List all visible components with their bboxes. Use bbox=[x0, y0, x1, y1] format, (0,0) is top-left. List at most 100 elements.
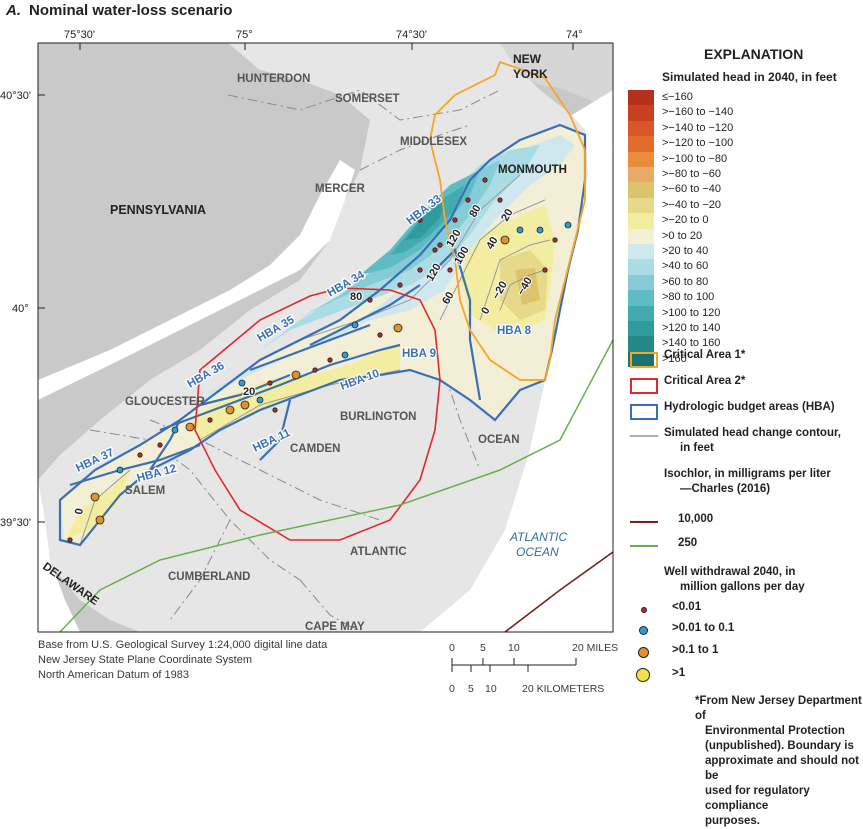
scale-bar bbox=[451, 658, 577, 672]
well-class-3-label: >0.1 to 1 bbox=[672, 644, 719, 656]
head-class-swatch bbox=[628, 105, 654, 121]
head-class-swatch bbox=[628, 90, 654, 106]
head-class-label: ≤−160 bbox=[662, 91, 693, 103]
lat-label: 40° bbox=[12, 303, 29, 315]
well-class-1-label: <0.01 bbox=[672, 601, 702, 613]
delaware-bay bbox=[38, 480, 80, 632]
head-class-swatch bbox=[628, 259, 654, 275]
scale-mile-label: 0 bbox=[449, 642, 455, 654]
figure-title-text: Nominal water-loss scenario bbox=[29, 2, 233, 19]
head-class-swatch bbox=[628, 213, 654, 229]
label-atlantic: ATLANTIC bbox=[350, 546, 407, 558]
footnote: *From New Jersey Department of Environme… bbox=[695, 694, 863, 829]
head-class-swatch bbox=[628, 120, 654, 137]
lon-label: 74° bbox=[566, 29, 583, 41]
head-class-swatch bbox=[628, 244, 654, 260]
graticule-ticks bbox=[38, 43, 574, 523]
well-class-2-symbol bbox=[639, 626, 648, 635]
head-class-swatch bbox=[628, 182, 654, 198]
well-title-1: Well withdrawal 2040, in bbox=[664, 566, 796, 578]
scale-km-label: 0 bbox=[449, 683, 455, 695]
well-class-4-label: >1 bbox=[672, 667, 686, 679]
isochlor-10000-swatch bbox=[630, 521, 658, 523]
critical-area-1-label: Critical Area 1* bbox=[664, 349, 746, 361]
delaware-river bbox=[38, 160, 355, 400]
label-hunterdon: HUNTERDON bbox=[237, 73, 310, 85]
source-line: North American Datum of 1983 bbox=[38, 669, 190, 681]
label-new: NEW bbox=[513, 52, 542, 66]
label-cumberland: CUMBERLAND bbox=[168, 571, 250, 583]
head-class-label: >−40 to −20 bbox=[662, 198, 722, 211]
head-class-label: >20 to 40 bbox=[662, 245, 709, 257]
footnote-line: purposes. bbox=[705, 815, 760, 827]
hba-swatch bbox=[630, 404, 658, 420]
contour-label-1: Simulated head change contour, bbox=[664, 427, 842, 439]
lat-label: 39°30' bbox=[0, 517, 31, 529]
label-atlantic-ocean-2: OCEAN bbox=[516, 545, 559, 559]
scale-km-label: 20 KILOMETERS bbox=[522, 683, 604, 695]
figure-letter: A. bbox=[6, 2, 21, 19]
well-title-2: million gallons per day bbox=[680, 581, 805, 593]
ocean bbox=[420, 140, 613, 632]
head-class-label: >60 to 80 bbox=[662, 275, 709, 288]
head-class-label: >100 to 120 bbox=[662, 306, 721, 319]
head-surface bbox=[60, 125, 585, 545]
legend-head-title: Simulated head in 2040, in feet bbox=[662, 70, 837, 84]
isochlor-250-line bbox=[59, 339, 613, 632]
new-york-land bbox=[500, 43, 613, 110]
contour-label-2: in feet bbox=[680, 442, 714, 454]
head-class-label: >−140 to −120 bbox=[662, 121, 734, 134]
scale-mile-label: 20 MILES bbox=[572, 642, 618, 654]
county-labels: HUNTERDON SOMERSET MIDDLESEX MERCER MONM… bbox=[125, 73, 567, 632]
well-class-1-symbol bbox=[641, 607, 647, 613]
head-class-swatch bbox=[628, 336, 654, 352]
wells bbox=[67, 177, 572, 543]
label-camden: CAMDEN bbox=[290, 443, 340, 455]
head-class-label: >−100 to −80 bbox=[662, 152, 728, 165]
footnote-line: approximate and should not be bbox=[705, 755, 859, 782]
label-gloucester: GLOUCESTER bbox=[125, 396, 206, 408]
source-line: Base from U.S. Geological Survey 1:24,00… bbox=[38, 639, 328, 651]
lon-label: 74°30' bbox=[396, 29, 427, 41]
lon-label: 75°30' bbox=[64, 29, 95, 41]
scale-mile-label: 5 bbox=[480, 642, 486, 654]
head-class-swatch bbox=[628, 228, 654, 244]
contour-label: 0 bbox=[73, 507, 86, 515]
isochlor-10000-line bbox=[504, 551, 613, 632]
isochlor-250-label: 250 bbox=[678, 537, 698, 549]
head-class-label: >120 to 140 bbox=[662, 322, 721, 334]
head-class-swatch bbox=[628, 136, 654, 152]
scale-mile-label: 10 bbox=[508, 642, 520, 654]
legend-title: EXPLANATION bbox=[704, 46, 804, 62]
isochlor-250-swatch bbox=[630, 545, 658, 547]
head-contours bbox=[79, 174, 551, 546]
head-class-label: >−60 to −40 bbox=[662, 183, 722, 196]
lat-label: 40°30' bbox=[0, 90, 31, 102]
critical-area-2-swatch bbox=[630, 378, 658, 394]
label-pennsylvania: PENNSYLVANIA bbox=[110, 203, 206, 217]
head-class-swatch bbox=[628, 305, 654, 321]
head-class-label: >140 to 160 bbox=[662, 337, 721, 350]
head-class-label: >0 to 20 bbox=[662, 229, 703, 242]
head-class-label: >160 bbox=[662, 352, 687, 365]
head-class-swatch bbox=[628, 290, 654, 306]
label-monmouth: MONMOUTH bbox=[498, 164, 567, 176]
label-burlington: BURLINGTON bbox=[340, 411, 416, 423]
hba-8-label: HBA 8 bbox=[497, 325, 532, 337]
head-class-label: >−160 to −140 bbox=[662, 106, 734, 119]
contour-label: 80 bbox=[350, 291, 362, 303]
well-class-2-label: >0.01 to 0.1 bbox=[672, 622, 735, 634]
head-class-swatch bbox=[628, 321, 654, 337]
head-class-swatch bbox=[628, 351, 654, 368]
map-frame bbox=[37, 42, 614, 633]
isochlor-title: Isochlor, in milligrams per liter bbox=[664, 468, 831, 480]
head-class-swatch bbox=[628, 274, 654, 291]
head-class-label: >−20 to 0 bbox=[662, 214, 709, 227]
source-line: New Jersey State Plane Coordinate System bbox=[38, 654, 252, 666]
lon-label: 75° bbox=[236, 29, 253, 41]
head-class-swatch bbox=[628, 167, 654, 183]
label-atlantic-ocean-1: ATLANTIC bbox=[509, 530, 567, 544]
isochlor-source: —Charles (2016) bbox=[680, 483, 771, 495]
well-class-4-symbol bbox=[636, 668, 650, 682]
